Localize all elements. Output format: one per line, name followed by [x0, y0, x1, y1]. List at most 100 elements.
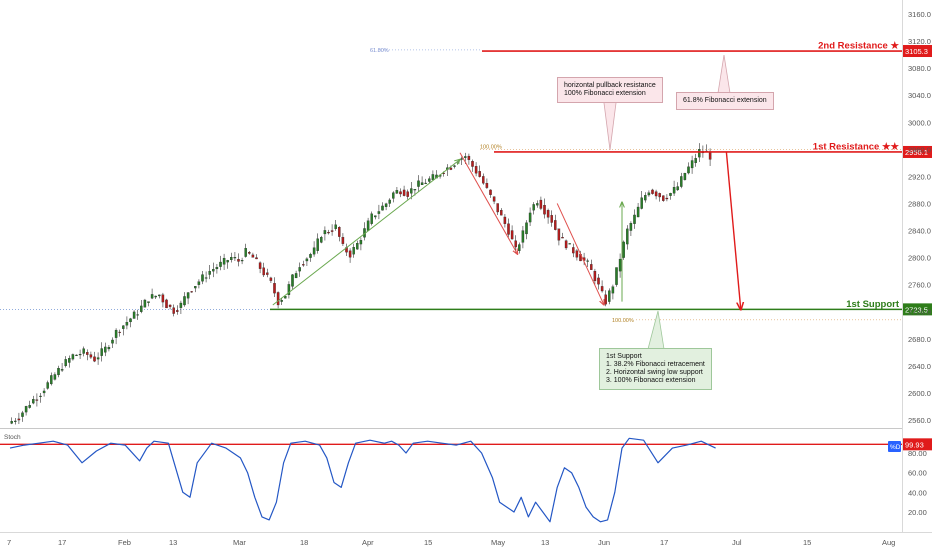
- candle-body: [550, 215, 553, 223]
- candle-body: [89, 354, 93, 358]
- candle-body: [676, 186, 679, 191]
- candle-body: [14, 420, 17, 422]
- fib-extension-note: 61.8% Fibonacci extension: [676, 92, 774, 110]
- stoch-current-badge: [903, 438, 932, 451]
- candle-body: [338, 226, 341, 237]
- time-tick-label: Apr: [362, 538, 374, 547]
- stoch-series-badge-label: %D: [890, 444, 901, 451]
- time-tick-label: 17: [58, 538, 66, 547]
- price-badge-label: 2956.1: [905, 148, 928, 157]
- candle-body: [280, 300, 283, 302]
- candle-body: [604, 294, 607, 305]
- candle-body: [240, 260, 244, 262]
- candle-body: [96, 357, 100, 360]
- candle-body: [449, 167, 453, 170]
- candle-body: [28, 405, 31, 408]
- level-name: 2nd Resistance ★: [818, 41, 899, 52]
- candle-body: [284, 296, 287, 299]
- candle-body: [464, 156, 467, 158]
- candle-body: [478, 171, 481, 177]
- fib-100-upper-label: 100.00%: [480, 144, 502, 150]
- time-tick-label: 15: [424, 538, 432, 547]
- candle-body: [226, 260, 229, 263]
- price-badge: [903, 45, 932, 58]
- stoch-panel: 80.00 60.00 40.00 20.00 99.93 %D Stoch: [0, 434, 932, 523]
- candle-body: [381, 205, 384, 211]
- candle-body: [399, 191, 402, 195]
- candle-body: [672, 187, 676, 194]
- time-tick-label: Aug: [882, 538, 895, 547]
- price-tick-label: 2880.0: [908, 199, 931, 208]
- candle-body: [474, 166, 478, 174]
- candle-body: [352, 247, 355, 255]
- candle-body: [543, 205, 546, 215]
- stoch-series-badge: [888, 441, 901, 452]
- candle-body: [683, 173, 687, 180]
- candle-body: [539, 199, 543, 209]
- candle-body: [489, 189, 492, 195]
- candle-body: [431, 174, 435, 180]
- time-tick-label: May: [491, 538, 505, 547]
- fib-note-pointer: [717, 54, 731, 94]
- price-tick-label: 2600.0: [908, 389, 931, 398]
- candle-body: [402, 189, 406, 196]
- candle-body: [309, 254, 312, 258]
- candle-body: [636, 206, 640, 218]
- price-tick-label: 3040.0: [908, 91, 931, 100]
- time-tick-label: Jul: [732, 538, 742, 547]
- candle-body: [622, 241, 625, 258]
- candle-body: [212, 269, 215, 272]
- stoch-axis: 80.00 60.00 40.00 20.00 99.93 %D Stoch: [0, 434, 932, 517]
- candle-body: [528, 212, 532, 223]
- candle-body: [42, 390, 46, 394]
- candle-body: [244, 248, 247, 257]
- candle-body: [690, 160, 694, 169]
- candle-body: [129, 318, 132, 323]
- stoch-current-label: 99.93: [905, 440, 924, 449]
- candle-body: [276, 292, 280, 306]
- candle-body: [100, 348, 103, 356]
- candle-body: [204, 277, 208, 279]
- candle-body: [356, 243, 359, 250]
- candle-body: [410, 188, 413, 194]
- candle-body: [384, 203, 388, 207]
- candle-body: [298, 267, 301, 272]
- candle-body: [82, 348, 85, 354]
- candle-body: [485, 183, 489, 188]
- candle-body: [424, 182, 427, 184]
- price-tick-label: 3160.0: [908, 10, 931, 19]
- candle-body: [654, 191, 658, 197]
- candle-body: [507, 223, 510, 235]
- candles: [10, 143, 712, 425]
- candle-body: [186, 292, 190, 299]
- candle-body: [150, 294, 154, 299]
- support-note: 1st Support 1. 38.2% Fibonacci retraceme…: [599, 348, 712, 390]
- price-panel: 61.80% 100.00% 100.00% 2nd Resistance ★ 310…: [0, 10, 932, 425]
- candle-body: [658, 193, 661, 198]
- stoch-tick-label: 20.00: [908, 508, 927, 517]
- candle-body: [125, 322, 129, 326]
- candle-body: [233, 257, 237, 259]
- candle-body: [316, 238, 319, 251]
- candle-body: [377, 211, 381, 214]
- red-trend-arrow: [556, 203, 604, 305]
- candle-body: [190, 291, 193, 293]
- candle-body: [208, 270, 211, 275]
- annotation-pointers: [603, 54, 731, 350]
- resistance-note: horizontal pullback resistance 100% Fibo…: [557, 77, 663, 103]
- candle-body: [456, 162, 460, 164]
- candle-body: [215, 267, 219, 270]
- price-axis: 3160.0 3120.0 3080.0 3040.0 3000.0 2960.0 2920…: [908, 10, 931, 425]
- candle-body: [647, 192, 651, 196]
- candle-body: [669, 193, 672, 196]
- candle-body: [114, 329, 118, 338]
- candle-body: [359, 240, 363, 245]
- candle-body: [147, 301, 150, 303]
- candle-body: [46, 382, 49, 389]
- candle-body: [255, 257, 258, 260]
- candle-body: [266, 272, 269, 275]
- time-tick-label: 15: [803, 538, 811, 547]
- candle-body: [50, 375, 53, 385]
- candle-body: [420, 182, 424, 186]
- candle-body: [57, 368, 60, 376]
